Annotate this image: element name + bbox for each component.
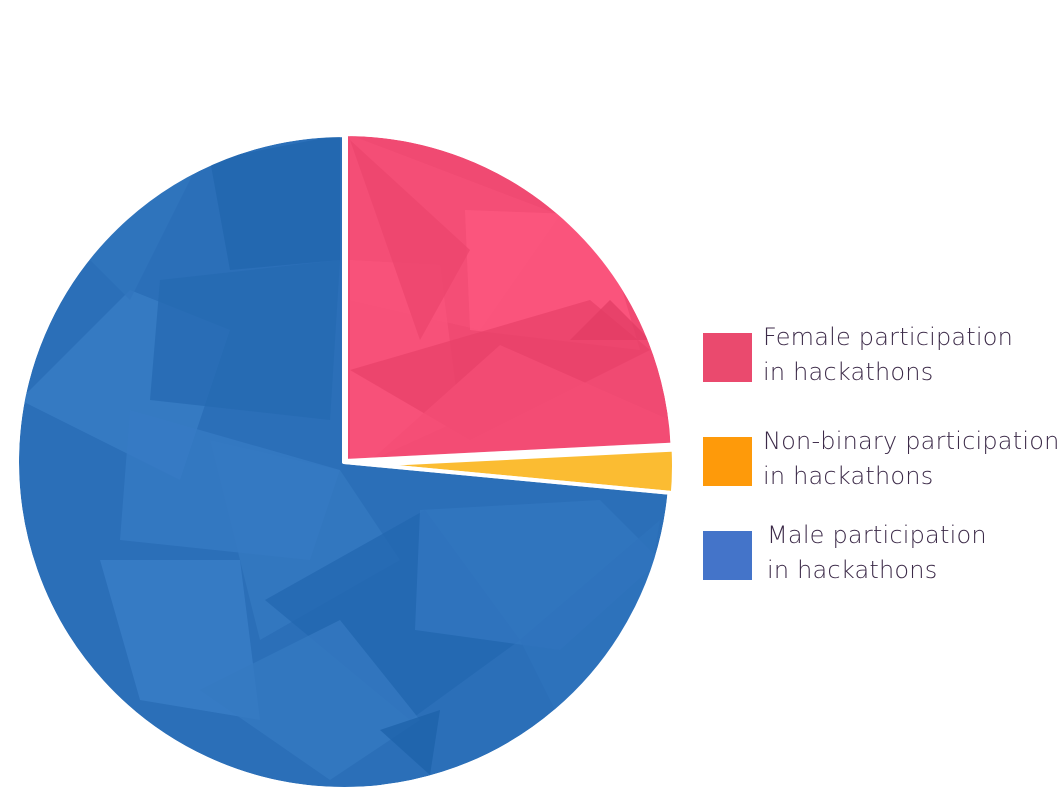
pie-slice-group-0 [344,132,675,463]
legend-item-non-binary: Non-binary participation in hackathons [703,424,1059,494]
facet-2-8 [200,620,420,780]
legend-label-female: Female participation in hackathons [763,320,1013,390]
pie-slice-outline-0 [344,132,675,463]
facet-0-6 [570,300,650,340]
pie-slice-group-2 [15,133,672,788]
facet-2-0 [210,135,340,270]
legend-label-male-line1: Male participation [767,521,987,549]
legend-label-female-line2: in hackathons [763,358,934,386]
facet-2-4 [210,440,400,640]
facet-2-11 [380,710,440,775]
legend-label-male: Male participation in hackathons [767,518,987,588]
facet-2-10 [520,520,660,720]
legend-label-female-line1: Female participation [763,323,1014,351]
pie-slice-outline-2 [15,133,672,788]
legend-swatch-non-binary [703,437,752,486]
facet-0-4 [360,345,670,461]
legend-item-male: Male participation in hackathons [703,518,1053,588]
pie-slice-texture-2 [20,135,660,780]
legend-item-female: Female participation in hackathons [703,320,1053,390]
facet-0-5 [350,140,470,340]
legend-swatch-male [703,531,752,580]
legend-label-non-binary: Non-binary participation in hackathons [763,424,1060,494]
legend-label-male-line2: in hackathons [767,556,938,584]
facet-2-9 [40,160,200,300]
legend-label-non-binary-line2: in hackathons [763,462,934,490]
facet-2-2 [150,260,340,420]
legend-label-non-binary-line1: Non-binary participation [763,427,1060,455]
legend-swatch-female [703,333,752,382]
